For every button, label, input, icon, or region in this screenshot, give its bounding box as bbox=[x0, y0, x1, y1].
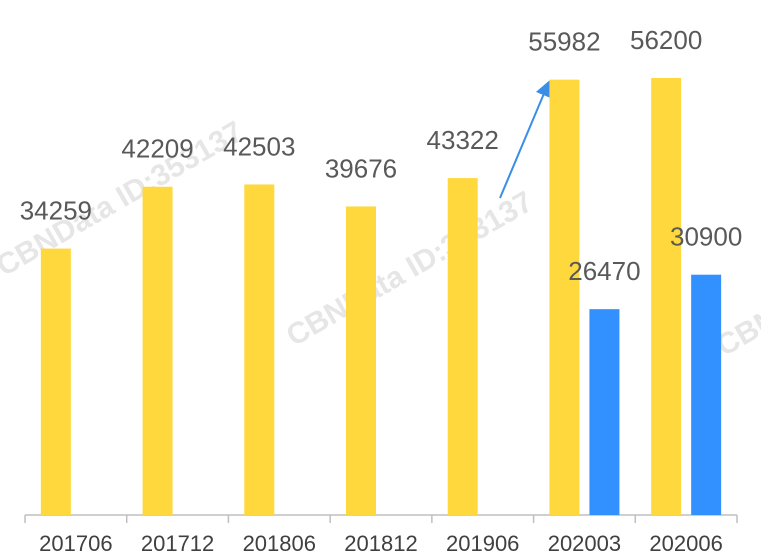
bar bbox=[40, 248, 71, 516]
data-label: 42503 bbox=[223, 131, 295, 161]
bar bbox=[142, 186, 173, 515]
bar bbox=[691, 274, 722, 515]
x-tick-label: 202006 bbox=[649, 531, 722, 556]
x-tick-label: 202003 bbox=[548, 531, 621, 556]
data-label: 42209 bbox=[121, 134, 193, 164]
data-label: 26470 bbox=[568, 256, 640, 286]
x-tick-label: 201906 bbox=[446, 531, 519, 556]
x-tick-label: 201812 bbox=[344, 531, 417, 556]
data-label: 43322 bbox=[427, 125, 499, 155]
x-tick-label: 201712 bbox=[141, 531, 214, 556]
data-label: 56200 bbox=[630, 25, 702, 55]
data-label: 30900 bbox=[670, 222, 742, 252]
data-label: 39676 bbox=[325, 153, 397, 183]
bar bbox=[651, 77, 682, 516]
data-label: 34259 bbox=[20, 195, 92, 225]
bar bbox=[589, 309, 620, 515]
bar bbox=[346, 206, 376, 515]
x-tick-label: 201706 bbox=[39, 531, 112, 556]
x-tick-label: 201806 bbox=[243, 531, 316, 556]
bar bbox=[447, 178, 478, 515]
bar bbox=[549, 79, 580, 516]
data-label: 55982 bbox=[528, 27, 600, 57]
bar bbox=[244, 184, 275, 516]
watermarks: CBNData ID:353137 CBNData ID:353137 CBND… bbox=[0, 115, 761, 363]
watermark: CBNData ID:353137 bbox=[281, 185, 539, 353]
trend-arrow bbox=[499, 80, 551, 199]
